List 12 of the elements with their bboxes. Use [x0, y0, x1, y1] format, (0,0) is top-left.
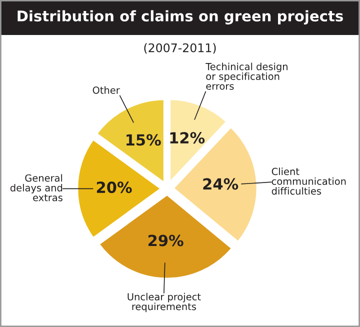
slice-label: Client communication difficulties [272, 168, 346, 195]
data-label: 20% [96, 182, 132, 194]
slice-label: General delays and extras [10, 174, 62, 202]
data-label: 15% [126, 134, 161, 146]
slice-label: Unclear project requirements [128, 292, 201, 312]
data-label: 29% [148, 234, 184, 246]
data-label: 12% [170, 132, 205, 144]
chart-subtitle: (2007-2011) [144, 43, 216, 54]
slice-label: Other [92, 86, 120, 94]
chart-title: Distribution of claims on green projects [18, 10, 343, 24]
slice-label: Techinical design or specification errors [206, 62, 288, 90]
data-label: 24% [203, 178, 238, 190]
